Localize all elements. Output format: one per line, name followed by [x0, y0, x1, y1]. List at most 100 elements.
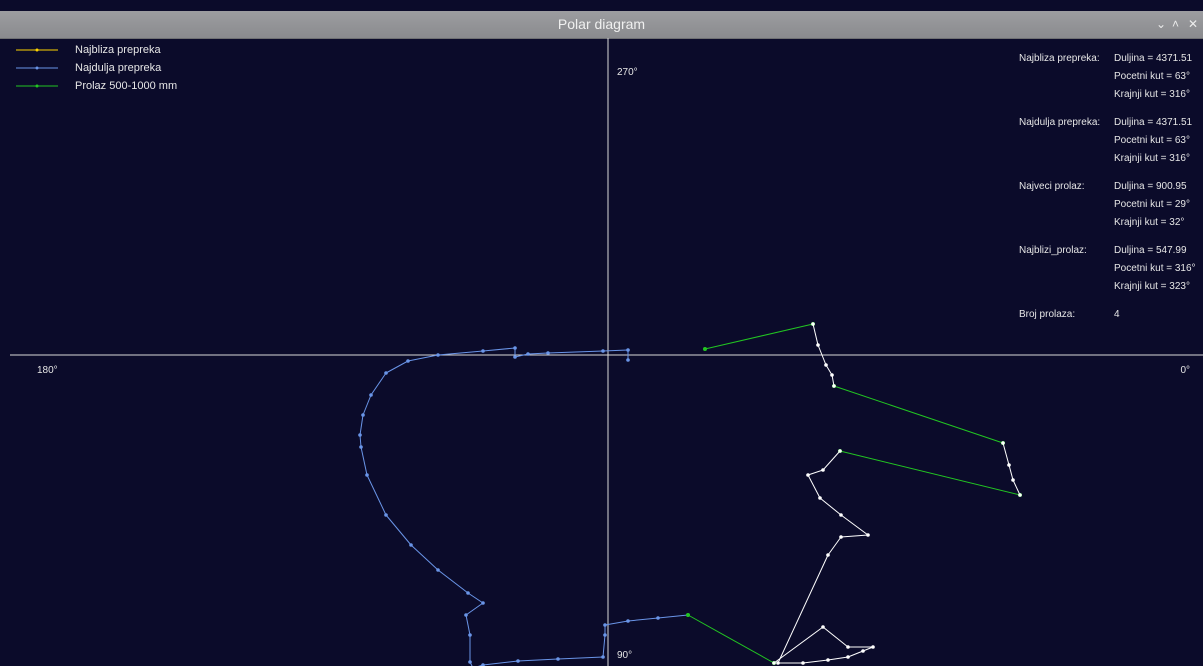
- obstacle-point: [513, 346, 517, 350]
- obstacle-segment: [482, 347, 516, 352]
- obstacle-point: [468, 660, 472, 664]
- obstacle-segment: [385, 514, 412, 546]
- titlebar: Polar diagram ⌄ ˄ ✕: [0, 11, 1203, 39]
- scan-segment: [802, 659, 829, 664]
- obstacle-point: [359, 445, 363, 449]
- scan-point: [826, 658, 830, 662]
- scan-segment: [817, 344, 827, 366]
- info-najveci-label: Najveci prolaz:: [1019, 181, 1085, 192]
- info-najblizi-label: Najblizi_prolaz:: [1019, 245, 1087, 256]
- obstacle-point: [603, 623, 607, 627]
- obstacle-segment: [370, 372, 387, 396]
- scan-point: [871, 645, 875, 649]
- info-najveci-krajnji: Krajnji kut = 32°: [1114, 217, 1184, 228]
- obstacle-point: [365, 473, 369, 477]
- scan-point: [866, 533, 870, 537]
- window-title: Polar diagram: [557, 16, 646, 32]
- info-panel: Najbliza prepreka: Duljina = 4371.51 Poc…: [1019, 53, 1196, 320]
- scan-point: [861, 649, 865, 653]
- obstacle-point: [436, 568, 440, 572]
- info-najblizi-krajnji: Krajnji kut = 323°: [1114, 281, 1190, 292]
- scan-point: [776, 661, 780, 665]
- obstacle-point: [526, 352, 530, 356]
- obstacle-segment: [602, 349, 629, 352]
- obstacle-segment: [604, 620, 629, 626]
- close-button[interactable]: ✕: [1188, 17, 1199, 31]
- scan-segment: [827, 656, 849, 661]
- obstacle-point: [481, 663, 485, 666]
- scan-point: [824, 363, 828, 367]
- obstacle-point: [466, 591, 470, 595]
- info-najdulja-pocetni: Pocetni kut = 63°: [1114, 135, 1190, 146]
- scan-point: [801, 661, 805, 665]
- obstacle-segment: [465, 602, 484, 616]
- info-broj-label: Broj prolaza:: [1019, 309, 1075, 320]
- obstacle-point: [361, 413, 365, 417]
- scan-point: [816, 343, 820, 347]
- scan-point: [821, 468, 825, 472]
- scan-segment: [840, 514, 869, 536]
- angle-label-90: 90°: [617, 650, 632, 661]
- scan-point: [821, 625, 825, 629]
- legend-marker-prolaz: [35, 84, 39, 88]
- scan-segment: [847, 650, 864, 658]
- legend: Najbliza prepreka Najdulja prepreka Prol…: [16, 44, 177, 92]
- obstacle-segment: [482, 660, 519, 666]
- passage-endpoint: [686, 613, 690, 617]
- obstacle-segment: [517, 658, 559, 662]
- obstacle-point: [626, 619, 630, 623]
- passage-line: [839, 450, 1021, 496]
- scan-point: [811, 322, 815, 326]
- obstacle-point: [468, 633, 472, 637]
- obstacle-segment: [657, 614, 689, 619]
- legend-marker-najdulja: [35, 66, 39, 70]
- info-najbliza-duljina: Duljina = 4371.51: [1114, 53, 1193, 64]
- scan-segment: [822, 626, 849, 648]
- obstacle-point: [516, 659, 520, 663]
- scan-point: [839, 513, 843, 517]
- scan-segment: [825, 364, 833, 376]
- scan-point: [830, 373, 834, 377]
- scan-point: [1018, 493, 1022, 497]
- obstacle-point: [409, 543, 413, 547]
- info-najbliza-krajnji: Krajnji kut = 316°: [1114, 89, 1190, 100]
- obstacle-segment: [557, 656, 604, 660]
- scan-segment: [831, 374, 835, 387]
- scan-segment: [807, 469, 824, 476]
- info-najblizi-pocetni: Pocetni kut = 316°: [1114, 263, 1196, 274]
- scan-point: [838, 449, 842, 453]
- scan-point: [806, 473, 810, 477]
- obstacle-segment: [360, 446, 368, 476]
- scan-point: [772, 661, 776, 665]
- obstacle-point: [513, 355, 517, 359]
- info-broj-value: 4: [1114, 309, 1120, 320]
- obstacle-segment: [527, 352, 549, 355]
- scan-point: [832, 384, 836, 388]
- maximize-button[interactable]: ˄: [1172, 17, 1180, 31]
- minimize-button[interactable]: ⌄: [1156, 17, 1167, 31]
- series-layer: [358, 322, 1022, 666]
- scan-point: [826, 553, 830, 557]
- obstacle-point: [626, 348, 630, 352]
- scan-segment: [822, 450, 841, 471]
- scan-segment: [812, 323, 819, 346]
- obstacle-segment: [362, 394, 372, 416]
- obstacle-segment: [437, 569, 469, 594]
- info-najveci-pocetni: Pocetni kut = 29°: [1114, 199, 1190, 210]
- info-najveci-duljina: Duljina = 900.95: [1114, 181, 1187, 192]
- scan-segment: [840, 534, 869, 538]
- angle-label-180: 180°: [37, 365, 58, 376]
- legend-label-najdulja: Najdulja prepreka: [75, 62, 162, 74]
- passage-line: [687, 614, 775, 664]
- obstacle-point: [626, 358, 630, 362]
- legend-label-prolaz: Prolaz 500-1000 mm: [75, 80, 177, 92]
- obstacle-segment: [465, 614, 471, 636]
- obstacle-segment: [359, 434, 362, 448]
- obstacle-segment: [602, 634, 606, 658]
- obstacle-point: [603, 633, 607, 637]
- obstacle-point: [601, 655, 605, 659]
- angle-label-0: 0°: [1180, 365, 1190, 376]
- scan-segment: [827, 536, 842, 556]
- legend-marker-najbliza: [35, 48, 39, 52]
- scan-point: [839, 535, 843, 539]
